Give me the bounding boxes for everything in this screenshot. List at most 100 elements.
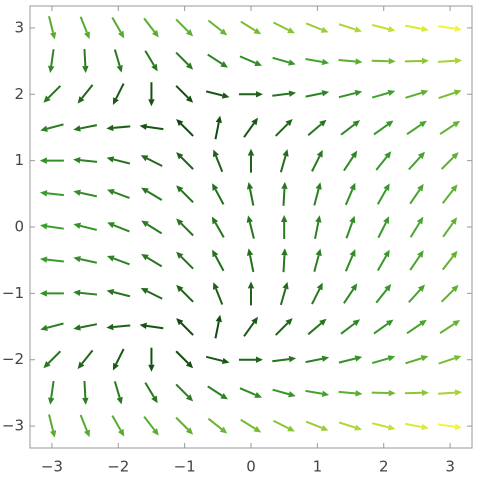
vector-arrow [314, 182, 321, 205]
arrow-shaft [176, 351, 188, 363]
arrow-shaft [47, 226, 64, 228]
arrow-shaft [176, 384, 188, 396]
vector-arrow [308, 319, 326, 335]
arrow-shaft [181, 124, 193, 136]
arrow-head [82, 398, 88, 405]
vector-arrow [73, 223, 96, 230]
arrow-shaft [80, 324, 97, 327]
vector-arrow [78, 85, 93, 104]
vector-arrow [405, 90, 428, 98]
vector-arrow [48, 381, 54, 405]
vector-arrow [339, 24, 362, 32]
arrow-head [148, 99, 154, 106]
arrow-shaft [113, 325, 130, 327]
vector-arrow [241, 22, 261, 35]
vector-arrow [281, 282, 289, 305]
arrow-shaft [411, 223, 420, 237]
vector-arrow [405, 390, 429, 396]
arrow-shaft [314, 255, 318, 271]
arrow-shaft [276, 323, 288, 335]
arrow-shaft [376, 157, 387, 170]
vector-arrow [247, 215, 254, 238]
vector-arrow [339, 355, 362, 362]
vector-arrow [141, 188, 162, 200]
arrow-shaft [244, 322, 254, 336]
vector-arrow [273, 58, 296, 66]
arrow-shaft [440, 125, 454, 134]
arrow-head [322, 391, 329, 397]
x-tick-label: −2 [107, 458, 129, 476]
vector-arrow [107, 156, 130, 163]
arrow-head [288, 59, 296, 65]
arrow-head [50, 32, 56, 40]
vector-arrow [40, 190, 64, 196]
arrow-shaft [181, 323, 193, 335]
arrow-head [316, 182, 322, 190]
arrow-shaft [306, 391, 323, 394]
arrow-shaft [176, 418, 188, 430]
vector-arrow [141, 288, 162, 299]
arrow-shaft [147, 158, 162, 166]
vector-arrow [82, 381, 88, 405]
vector-arrow [378, 183, 390, 204]
vector-arrow [443, 184, 458, 203]
arrow-shaft [341, 124, 355, 134]
y-tick-label: 1 [14, 151, 24, 169]
arrow-shaft [439, 358, 455, 363]
arrow-head [40, 126, 48, 132]
vector-arrow [405, 355, 428, 363]
arrow-head [455, 424, 462, 430]
arrow-head [50, 430, 56, 438]
arrow-head [82, 66, 88, 73]
vector-arrow [438, 25, 462, 31]
arrow-head [216, 315, 222, 322]
vector-arrow [176, 86, 193, 103]
y-tick-label: −2 [2, 350, 24, 368]
arrow-shaft [438, 61, 455, 62]
vector-arrow [439, 355, 462, 363]
vector-arrow [112, 416, 124, 437]
arrow-shaft [410, 256, 420, 270]
arrow-shaft [48, 86, 60, 98]
vector-arrow [241, 420, 261, 433]
arrow-shaft [47, 260, 64, 262]
vector-arrow [144, 18, 159, 37]
arrow-shaft [407, 324, 421, 334]
vector-arrow [405, 424, 429, 430]
arrow-shaft [51, 381, 53, 398]
arrow-shaft [376, 289, 387, 302]
arrow-shaft [84, 381, 85, 398]
arrow-shaft [147, 326, 164, 328]
arrow-head [107, 255, 115, 261]
arrow-shaft [438, 26, 455, 28]
vector-arrow [43, 86, 60, 103]
arrow-head [281, 215, 287, 222]
arrow-head [140, 323, 147, 329]
arrow-head [355, 90, 363, 96]
vector-arrow [440, 320, 460, 333]
vector-arrow [48, 49, 54, 73]
arrow-head [73, 223, 81, 229]
arrow-head [282, 282, 288, 290]
arrow-shaft [181, 157, 193, 169]
vector-arrow [273, 23, 294, 34]
vector-arrow [176, 384, 193, 401]
vector-arrow [176, 152, 193, 169]
x-tick-label: 1 [313, 458, 323, 476]
arrow-shaft [339, 24, 355, 29]
vector-arrow [442, 152, 459, 169]
vector-arrow [273, 421, 294, 432]
arrow-head [73, 290, 80, 296]
arrow-head [455, 58, 462, 64]
arrow-shaft [240, 388, 256, 395]
arrow-shaft [176, 19, 188, 31]
vector-arrow [176, 285, 193, 302]
vector-arrow [339, 422, 362, 430]
vector-arrow [244, 317, 258, 337]
vector-arrow [113, 349, 124, 370]
arrow-shaft [372, 423, 388, 427]
vector-arrow [312, 283, 323, 304]
vector-arrow [346, 216, 355, 239]
arrow-head [222, 92, 230, 98]
arrow-shaft [314, 189, 318, 205]
